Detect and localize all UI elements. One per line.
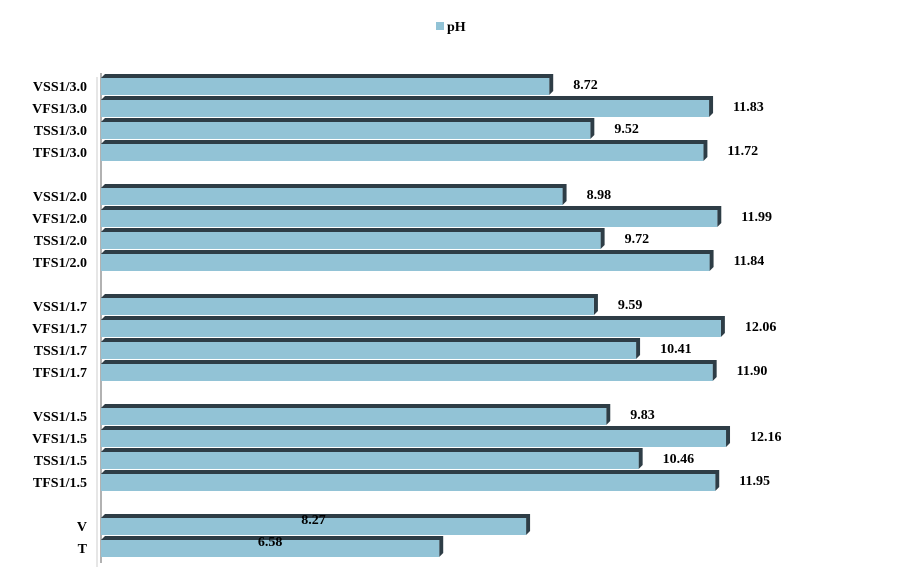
- category-tick-label: VSS1/3.0: [33, 80, 87, 95]
- bar-face: [101, 474, 716, 491]
- legend-swatch-ph: [436, 22, 444, 30]
- data-label: 9.83: [630, 408, 655, 423]
- bar: [101, 140, 708, 161]
- data-label: 8.98: [587, 188, 612, 203]
- bar-edge: [101, 250, 714, 271]
- category-tick-label: V: [77, 520, 87, 535]
- data-label: 9.52: [614, 122, 639, 137]
- bar-edge: [101, 96, 714, 117]
- bar: [101, 184, 567, 205]
- bar-edge: [101, 338, 641, 359]
- bar-edge: [101, 316, 725, 337]
- data-label: 11.99: [741, 210, 772, 225]
- category-tick-label: TSS1/1.5: [34, 454, 87, 469]
- bar-face: [101, 254, 710, 271]
- bar: [101, 470, 720, 491]
- bar-face: [101, 144, 704, 161]
- category-tick-label: TFS1/1.7: [33, 366, 87, 381]
- bar-face: [101, 78, 550, 95]
- bar-edge: [101, 294, 598, 315]
- bar: [101, 338, 641, 359]
- bar-face: [101, 100, 710, 117]
- data-label: 8.72: [573, 78, 598, 93]
- bar-edge: [101, 426, 731, 447]
- bar-face: [101, 210, 718, 227]
- bar-edge: [101, 536, 444, 557]
- data-label: 11.95: [739, 474, 770, 489]
- bar-face: [101, 320, 721, 337]
- category-tick-label: VFS1/2.0: [32, 212, 87, 227]
- data-label: 11.72: [727, 144, 758, 159]
- category-tick-label: TSS1/3.0: [34, 124, 87, 139]
- bar: [101, 250, 714, 271]
- bar-edge: [101, 448, 643, 469]
- data-label: 10.46: [663, 452, 695, 467]
- bar: [101, 536, 444, 557]
- category-tick-label: TFS1/1.5: [33, 476, 87, 491]
- category-tick-label: T: [78, 542, 88, 557]
- category-tick-label: VSS1/1.5: [33, 410, 87, 425]
- bar-face: [101, 518, 527, 535]
- bar-face: [101, 232, 601, 249]
- data-label: 11.83: [733, 100, 764, 115]
- bar-edge: [101, 404, 611, 425]
- category-tick-labels: VSS1/3.0 VFS1/3.0 TSS1/3.0 TFS1/3.0 VSS1/2.0…: [32, 80, 88, 557]
- bar-edge: [101, 228, 605, 249]
- bar: [101, 118, 595, 139]
- bar: [101, 206, 722, 227]
- bar: [101, 228, 605, 249]
- bar-face: [101, 342, 637, 359]
- category-tick-label: TFS1/2.0: [33, 256, 87, 271]
- bar-face: [101, 298, 594, 315]
- category-tick-label: VFS1/3.0: [32, 102, 87, 117]
- bar: [101, 426, 731, 447]
- category-tick-label: TSS1/1.7: [34, 344, 87, 359]
- bar-edge: [101, 118, 595, 139]
- category-tick-label: VFS1/1.5: [32, 432, 87, 447]
- bar: [101, 74, 554, 95]
- data-label: 6.58: [258, 535, 283, 550]
- data-label: 9.72: [625, 232, 650, 247]
- data-label: 10.41: [660, 342, 692, 357]
- bar-face: [101, 122, 591, 139]
- bar-edge: [101, 74, 554, 95]
- bar-face: [101, 540, 440, 557]
- category-tick-label: VFS1/1.7: [32, 322, 87, 337]
- data-labels: 8.72 11.83 9.52 11.72 8.98 11.99 9.72 11.84 9.59…: [258, 78, 782, 550]
- data-label: 12.06: [745, 320, 777, 335]
- bar: [101, 448, 643, 469]
- bar-edge: [101, 360, 717, 381]
- category-tick-label: VSS1/1.7: [33, 300, 87, 315]
- bar-face: [101, 408, 607, 425]
- bar-face: [101, 452, 639, 469]
- category-tick-label: VSS1/2.0: [33, 190, 87, 205]
- bars: [101, 74, 731, 557]
- bar: [101, 360, 717, 381]
- bar-edge: [101, 514, 531, 535]
- bar: [101, 404, 611, 425]
- bar-edge: [101, 470, 720, 491]
- data-label: 11.84: [734, 254, 765, 269]
- bar-edge: [101, 184, 567, 205]
- category-tick-label: TFS1/3.0: [33, 146, 87, 161]
- legend-label-ph: pH: [447, 20, 466, 35]
- bar-edge: [101, 206, 722, 227]
- bar-edge: [101, 140, 708, 161]
- category-tick-label: TSS1/2.0: [34, 234, 87, 249]
- data-label: 9.59: [618, 298, 643, 313]
- y-axis: [96, 73, 102, 567]
- bar-face: [101, 188, 563, 205]
- data-label: 12.16: [750, 430, 782, 445]
- bar: [101, 96, 714, 117]
- bar: [101, 514, 531, 535]
- bar: [101, 316, 725, 337]
- data-label: 11.90: [737, 364, 768, 379]
- bar-face: [101, 364, 713, 381]
- data-label: 8.27: [301, 513, 326, 528]
- legend: pH: [436, 20, 466, 35]
- bar: [101, 294, 598, 315]
- bar-face: [101, 430, 727, 447]
